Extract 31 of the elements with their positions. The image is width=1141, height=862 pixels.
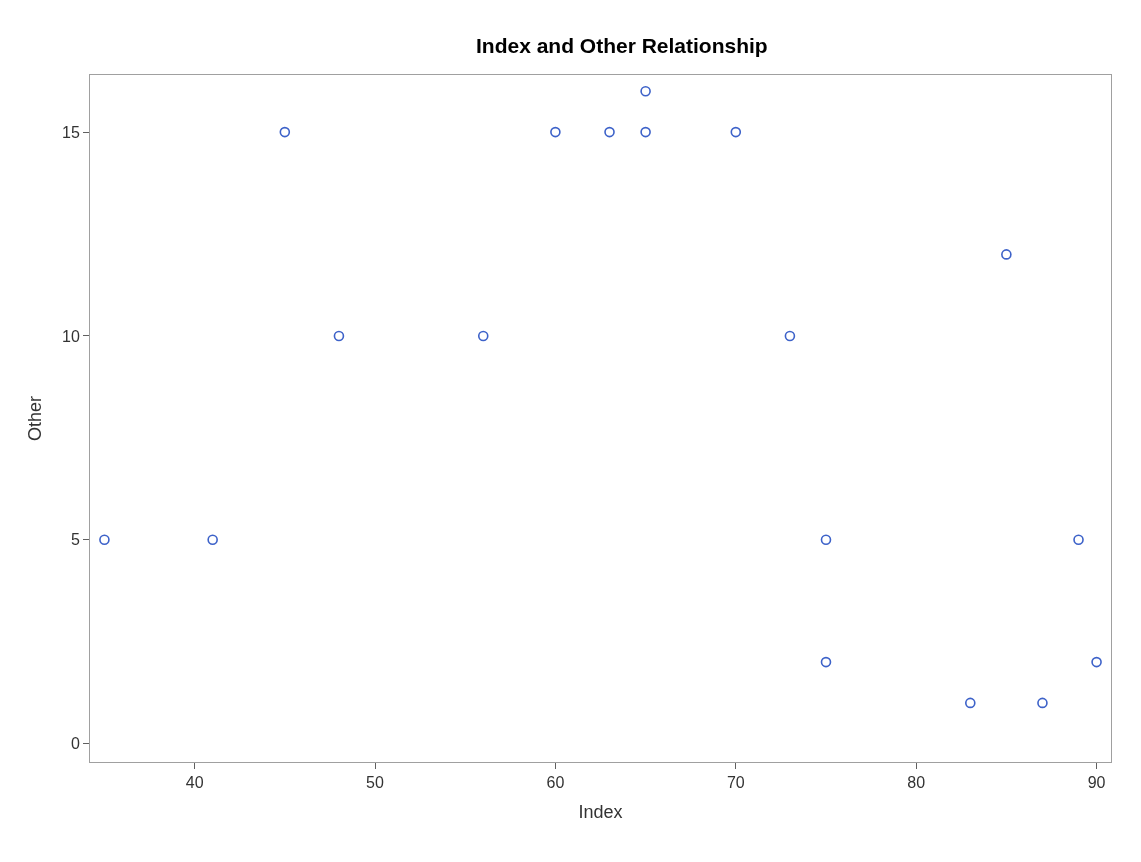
point	[1037, 697, 1048, 709]
point	[279, 126, 291, 138]
y-tick-label: 0	[70, 735, 80, 753]
point	[207, 534, 218, 546]
y-axis-title: Other	[25, 395, 46, 442]
x-tick-label: 80	[907, 774, 926, 792]
point	[730, 126, 742, 138]
x-tick-label: 40	[185, 774, 204, 792]
y-tick-label: 5	[70, 531, 80, 549]
point	[820, 534, 832, 546]
point	[604, 126, 615, 138]
point	[784, 330, 796, 342]
point	[640, 126, 651, 138]
x-tick-label: 90	[1087, 774, 1106, 792]
x-tick-label: 50	[366, 774, 385, 792]
x-tick-label: 70	[726, 774, 745, 792]
point	[99, 534, 110, 546]
point	[477, 330, 489, 342]
point	[1001, 249, 1012, 260]
y-tick-label: 15	[62, 123, 80, 141]
y-tick-label: 10	[62, 327, 80, 345]
point	[1073, 534, 1084, 546]
point	[550, 126, 561, 138]
point	[820, 656, 832, 668]
point	[965, 697, 976, 709]
point	[640, 86, 651, 97]
x-axis-title: Index	[578, 802, 623, 823]
point	[333, 330, 345, 342]
x-tick-label: 60	[546, 774, 565, 792]
chart-title: Index and Other Relationship	[475, 34, 768, 58]
point	[1091, 656, 1102, 668]
